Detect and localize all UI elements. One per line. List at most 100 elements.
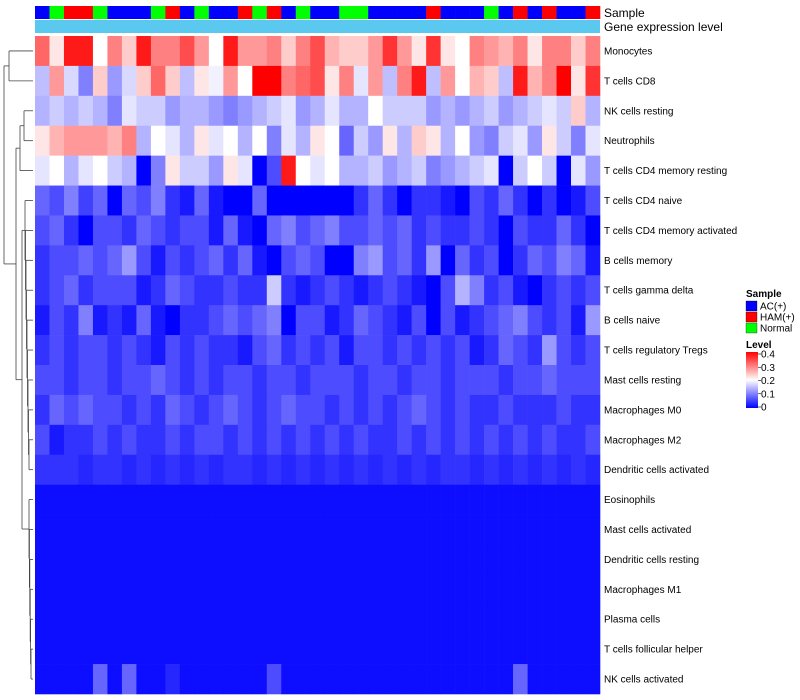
heatmap-cell — [194, 454, 210, 485]
heatmap-cell — [49, 215, 65, 246]
heatmap-cell — [266, 215, 282, 246]
heatmap-cell — [49, 36, 65, 67]
heatmap-cell — [266, 65, 282, 97]
heatmap-cell — [136, 365, 152, 396]
heatmap-cell — [397, 185, 412, 216]
heatmap-cell — [527, 604, 543, 635]
sample-legend-swatch — [745, 311, 758, 323]
heatmap-cell — [78, 36, 94, 67]
heatmap-cell — [208, 305, 224, 336]
heatmap-cell — [455, 65, 470, 97]
heatmap-cell — [542, 574, 557, 605]
heatmap-cell — [136, 454, 152, 485]
heatmap-cell — [92, 125, 108, 156]
sample-annotation-cell — [527, 6, 543, 19]
heatmap-cell — [469, 365, 485, 396]
heatmap-cell — [208, 65, 224, 97]
heatmap-cell — [324, 484, 340, 515]
heatmap-cell — [63, 335, 79, 366]
heatmap-cell — [426, 95, 441, 127]
heatmap-cell — [49, 65, 65, 97]
heatmap-cell — [295, 394, 311, 426]
heatmap-cell — [542, 365, 557, 396]
heatmap-cell — [165, 65, 181, 97]
heatmap-cell — [484, 155, 499, 186]
sample-annotation-cell — [136, 6, 152, 19]
heatmap-cell — [397, 484, 412, 515]
heatmap-cell — [150, 454, 166, 485]
level-tick-label: 0.3 — [761, 363, 775, 374]
heatmap-cell — [281, 484, 297, 515]
heatmap-cell — [542, 544, 557, 575]
heatmap-cell — [92, 574, 108, 605]
heatmap-cell — [237, 95, 253, 127]
heatmap-cell — [136, 65, 152, 97]
heatmap-cell — [150, 604, 166, 635]
heatmap-cell — [556, 155, 572, 186]
heatmap-cell — [397, 95, 412, 127]
heatmap-cell — [484, 245, 499, 276]
heatmap-cell — [179, 634, 195, 665]
heatmap-cell — [35, 185, 50, 216]
heatmap-cell — [310, 424, 326, 456]
heatmap-cell — [295, 484, 311, 515]
heatmap-cell — [382, 664, 398, 695]
heatmap-cell — [63, 604, 79, 635]
heatmap-cell — [194, 604, 210, 635]
heatmap-cell — [165, 335, 181, 366]
heatmap-cell — [49, 514, 65, 545]
heatmap-cell — [556, 454, 572, 485]
heatmap-cell — [527, 574, 543, 605]
heatmap-cell — [281, 36, 297, 67]
heatmap-cell — [455, 634, 470, 665]
heatmap-cell — [121, 664, 137, 695]
heatmap-cell — [353, 484, 369, 515]
row-label: Mast cells activated — [604, 525, 691, 536]
heatmap-cell — [49, 454, 65, 485]
sample-annotation-cell — [179, 6, 195, 19]
heatmap-cell — [571, 664, 586, 695]
heatmap-cell — [136, 215, 152, 246]
heatmap-cell — [411, 604, 427, 635]
heatmap-cell — [324, 275, 340, 306]
heatmap-cell — [281, 305, 297, 336]
sample-annotation-cell — [426, 6, 441, 19]
heatmap-cell — [35, 215, 50, 246]
heatmap-cell — [208, 335, 224, 366]
heatmap-cell — [368, 125, 383, 156]
heatmap-cell — [49, 305, 65, 336]
heatmap-cell — [556, 634, 572, 665]
sample-legend-swatch — [745, 300, 758, 312]
heatmap-cell — [223, 604, 239, 635]
row-label: NK cells resting — [604, 106, 673, 117]
heatmap-cell — [208, 604, 224, 635]
heatmap-cell — [585, 394, 601, 426]
heatmap-cell — [136, 484, 152, 515]
heatmap-cell — [35, 394, 50, 426]
heatmap-cell — [498, 185, 514, 216]
sample-annotation-cell — [368, 6, 383, 19]
heatmap-cell — [585, 424, 601, 456]
heatmap-cell — [179, 125, 195, 156]
sample-annotation-cell — [266, 6, 282, 19]
heatmap-cell — [281, 245, 297, 276]
heatmap-cell — [223, 305, 239, 336]
heatmap-cell — [310, 95, 326, 127]
heatmap-cell — [194, 305, 210, 336]
row-label: Macrophages M0 — [604, 405, 682, 416]
level-tick-label: 0.1 — [761, 389, 775, 400]
row-label: T cells gamma delta — [604, 286, 694, 297]
heatmap-cell — [310, 514, 326, 545]
heatmap-cell — [237, 514, 253, 545]
heatmap-cell — [136, 36, 152, 67]
heatmap-cell — [179, 245, 195, 276]
heatmap-cell — [237, 574, 253, 605]
heatmap-cell — [121, 394, 137, 426]
heatmap-cell — [252, 574, 268, 605]
heatmap-cell — [542, 634, 557, 665]
heatmap-cell — [469, 394, 485, 426]
heatmap-cell — [107, 275, 123, 306]
heatmap-cell — [484, 185, 499, 216]
heatmap-cell — [484, 125, 499, 156]
heatmap-cell — [324, 215, 340, 246]
